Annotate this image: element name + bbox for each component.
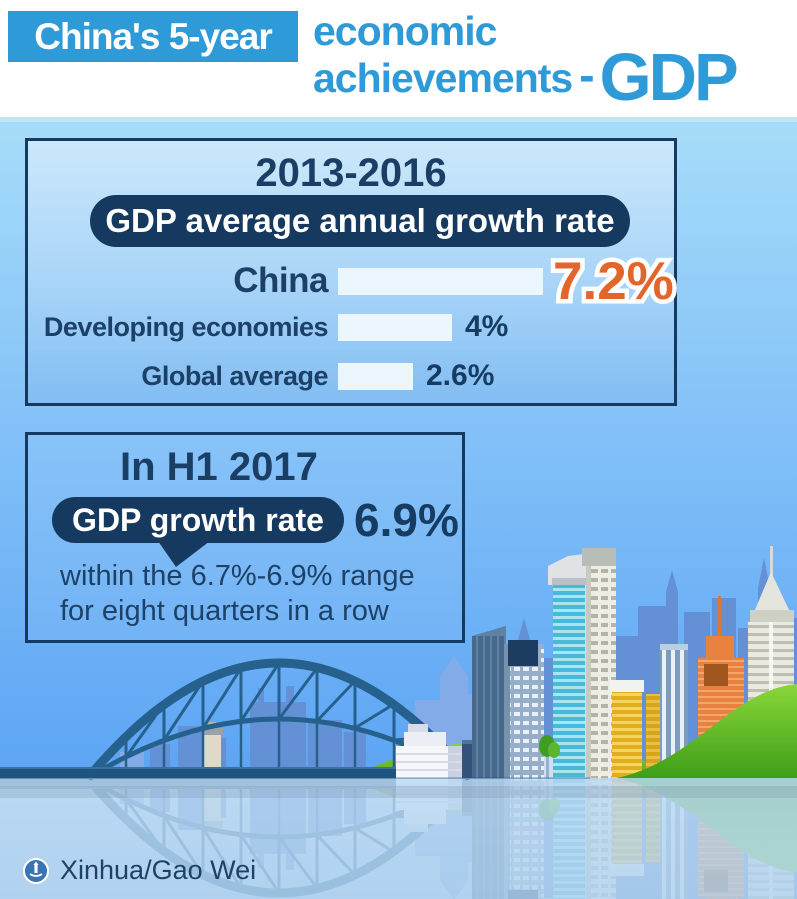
bar-label-developing: Developing economies [43, 311, 329, 342]
city-skyline-illustration [0, 546, 797, 781]
header-title-line2: achievements - GDP [313, 40, 739, 115]
gdp-growth-rate-pill: GDP growth rate [52, 497, 344, 543]
panel-h1-2017: In H1 2017 GDP growth rate 6.9% within t… [25, 432, 465, 643]
h1-2017-title: In H1 2017 [120, 445, 318, 489]
header-divider [0, 117, 797, 122]
bar-label-global: Global average [141, 360, 328, 391]
note-line1: within the 6.7%-6.9% range [60, 560, 415, 592]
bar-label-china: China [233, 261, 328, 300]
header-achievements-text: achievements [313, 55, 573, 101]
header-badge: China's 5-year [8, 11, 298, 62]
white-grid-tower [582, 548, 616, 778]
bush-2 [548, 742, 560, 758]
credit: Xinhua/Gao Wei [22, 855, 256, 886]
period-title: 2013-2016 [255, 151, 447, 195]
header-gdp-text: GDP [599, 40, 739, 115]
yellow-towers [610, 680, 661, 778]
xinhua-logo-icon [23, 857, 49, 884]
blue-striped-building [660, 644, 688, 762]
bar-china [338, 267, 543, 295]
header: China's 5-year economic achievements - G… [0, 0, 797, 117]
pill-tail [158, 541, 210, 567]
bar-value-china: 7.2% [553, 255, 674, 308]
right-hill [616, 684, 797, 778]
header-dash: - [579, 49, 595, 101]
white-stepped-building [396, 724, 462, 778]
h1-2017-note: within the 6.7%-6.9% range for eight qua… [60, 559, 415, 629]
water-haze-overlay [0, 778, 797, 899]
note-line2: for eight quarters in a row [60, 595, 389, 627]
panel-2013-2016: 2013-2016 GDP average annual growth rate… [25, 138, 677, 406]
bridge-deck-highlight [0, 767, 590, 770]
header-title-line1: economic [313, 8, 497, 54]
bar-global [338, 362, 413, 390]
bar-developing [338, 313, 452, 341]
bar-value-developing: 4% [465, 310, 509, 343]
bridge-deck [0, 769, 590, 779]
water-shadow-band [0, 786, 797, 798]
credit-text: Xinhua/Gao Wei [60, 855, 257, 885]
slate-towers [472, 626, 544, 778]
chart-title-pill: GDP average annual growth rate [90, 195, 630, 247]
h1-2017-value: 6.9% [354, 494, 459, 546]
bar-row-global: Global average 2.6% [28, 359, 674, 393]
bar-value-global: 2.6% [426, 359, 495, 392]
bar-row-china: China 7.2% [28, 255, 674, 308]
bar-row-developing: Developing economies 4% [28, 310, 674, 344]
